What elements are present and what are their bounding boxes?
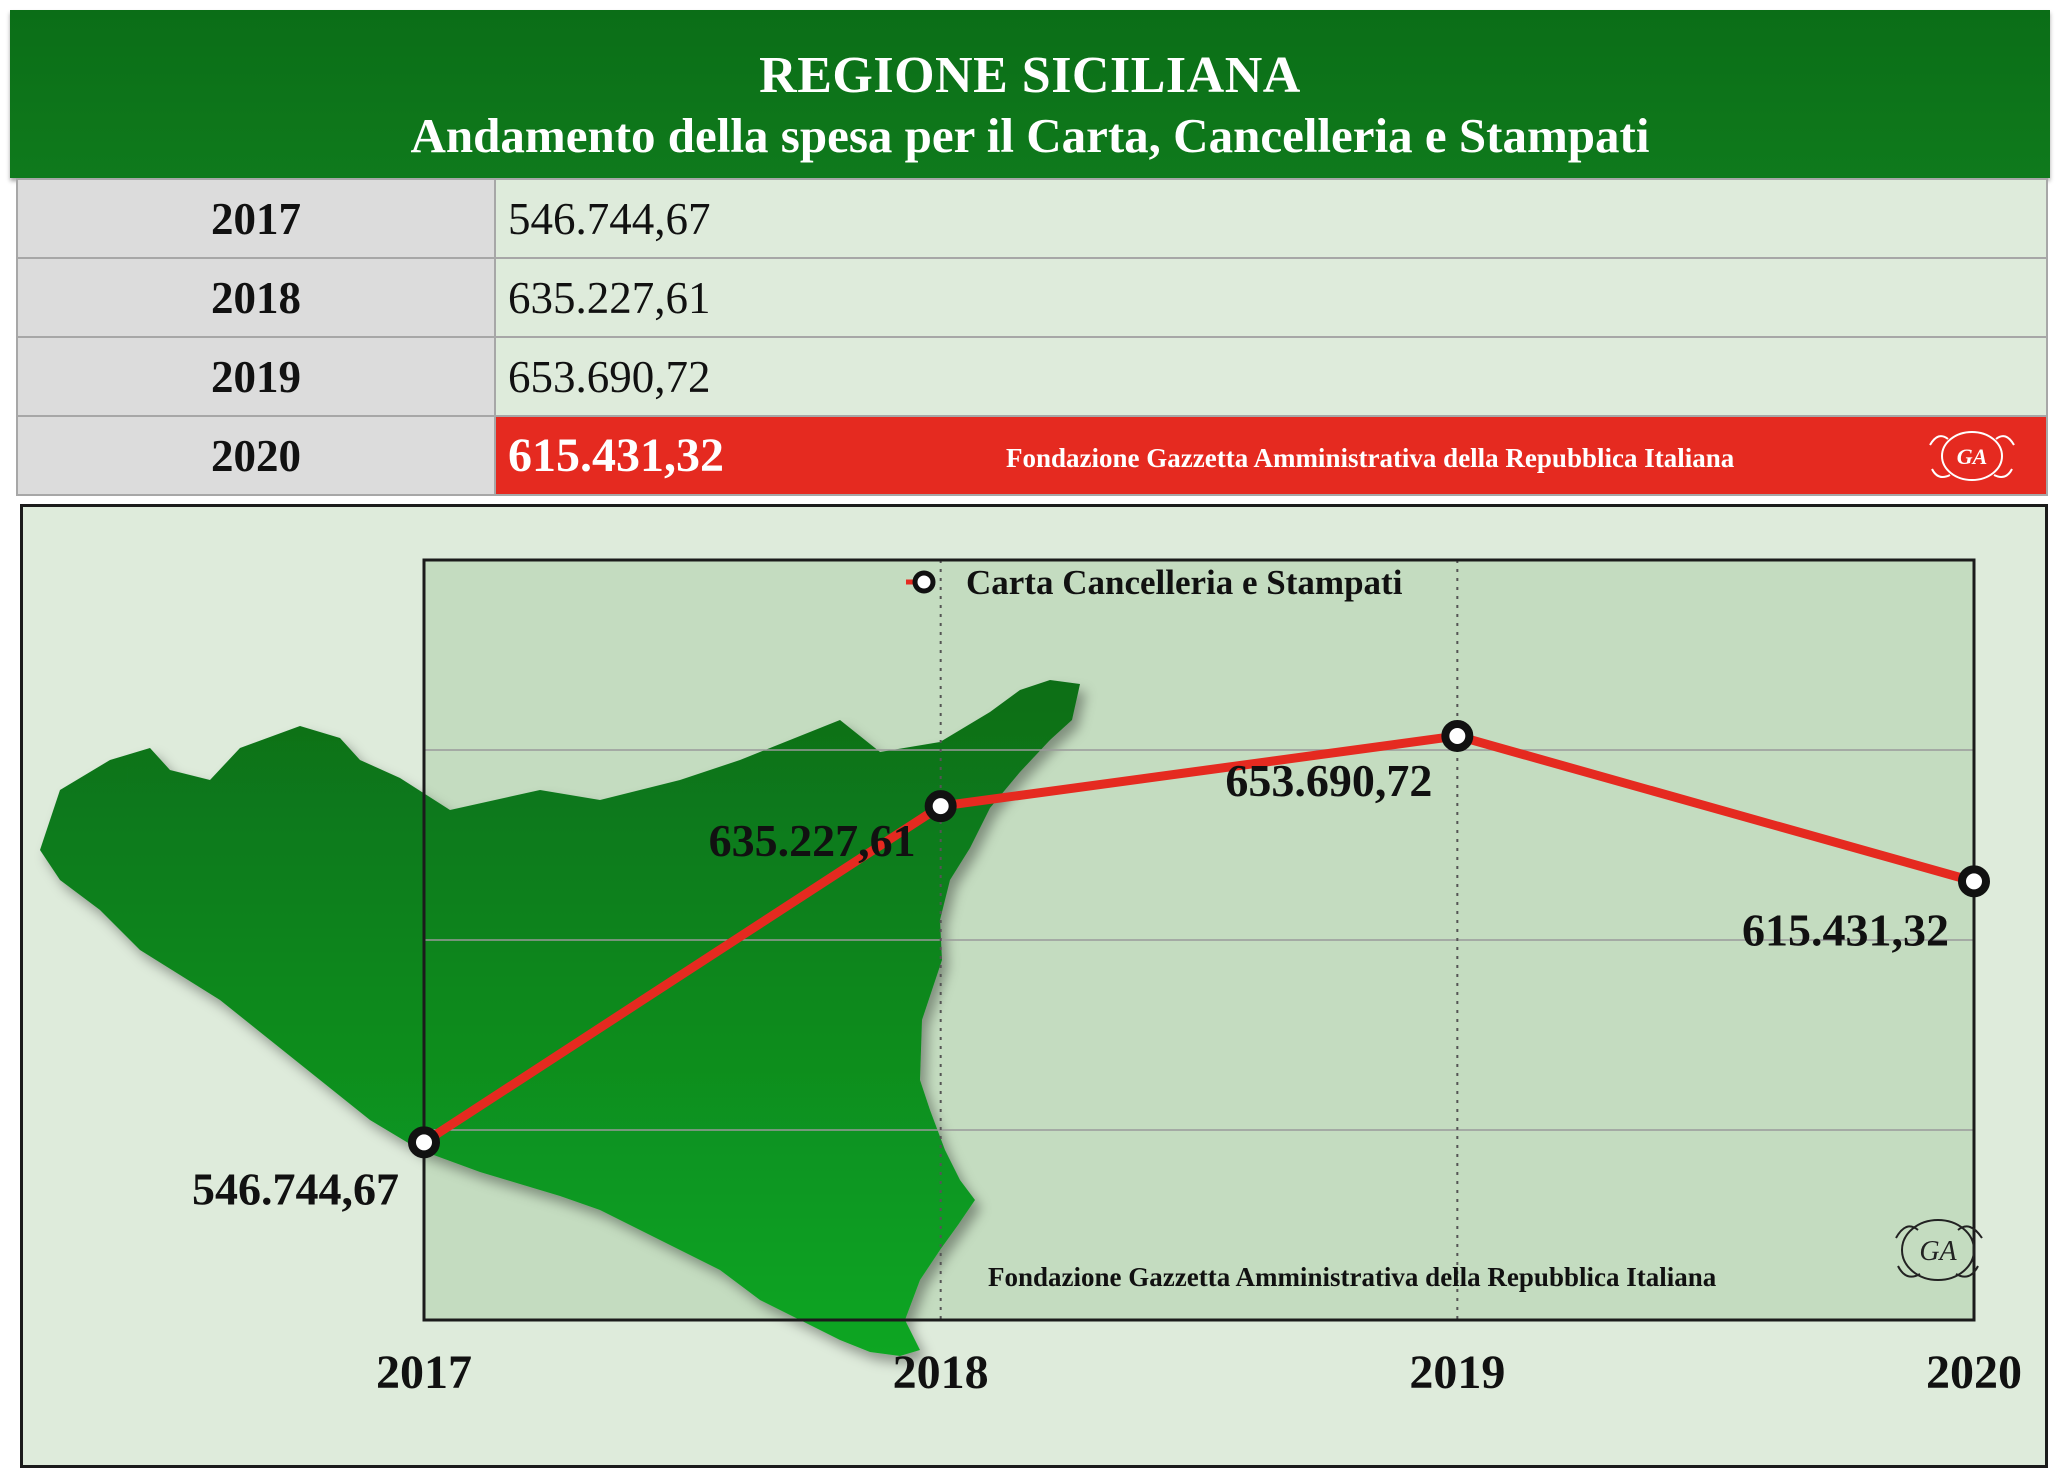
highlight-value: 615.431,32 [508, 429, 724, 482]
legend-label: Carta Cancelleria e Stampati [966, 563, 1403, 602]
row-value-highlight: 615.431,32 Fondazione Gazzetta Amministr… [494, 415, 2048, 496]
grid [424, 560, 1974, 1320]
header-banner: REGIONE SICILIANA Andamento della spesa … [10, 10, 2050, 178]
page-subtitle: Andamento della spesa per il Carta, Canc… [410, 108, 1650, 163]
foundation-annotation: Fondazione Gazzetta Amministrativa della… [988, 1262, 1717, 1292]
svg-text:GA: GA [1957, 444, 1988, 469]
series-carta-cancelleria: 546.744,67 635.227,61 653.690,72 615.431,32 [192, 719, 1990, 1214]
logo-text: GA [1919, 1236, 1957, 1267]
data-label: 615.431,32 [1742, 904, 1949, 955]
spending-table: 2017 546.744,67 2018 635.227,61 2019 653… [16, 178, 2048, 496]
series-line [421, 731, 1976, 1147]
ga-seal-icon: GA [1929, 431, 2015, 481]
data-label: 653.690,72 [1225, 755, 1432, 806]
row-value: 546.744,67 [494, 178, 2048, 259]
row-value: 653.690,72 [494, 336, 2048, 417]
row-value: 635.227,61 [494, 257, 2048, 338]
legend: Carta Cancelleria e Stampati [906, 563, 1403, 602]
sicily-map-icon [40, 680, 1080, 1356]
legend-marker [912, 570, 936, 594]
table-row-highlight: 2020 615.431,32 Fondazione Gazzetta Ammi… [16, 415, 2048, 496]
x-tick-label: 2018 [893, 1346, 989, 1399]
table-row: 2017 546.744,67 [16, 178, 2048, 259]
ga-seal-icon: GA [1895, 1219, 1983, 1281]
table-row: 2018 635.227,61 [16, 257, 2048, 338]
data-point [408, 1126, 440, 1159]
data-point [1958, 865, 1990, 898]
foundation-label: Fondazione Gazzetta Amministrativa della… [1006, 443, 1735, 473]
data-label: 546.744,67 [192, 1163, 399, 1214]
x-tick-label: 2019 [1409, 1346, 1505, 1399]
data-point [924, 790, 957, 823]
table-row: 2019 653.690,72 [16, 336, 2048, 417]
x-tick-label: 2017 [376, 1346, 472, 1399]
data-point [1441, 719, 1474, 752]
row-year: 2018 [16, 257, 496, 338]
plot-frame [422, 558, 1976, 1322]
data-label: 635.227,61 [709, 815, 916, 866]
x-tick-label: 2020 [1926, 1346, 2022, 1399]
row-year: 2017 [16, 178, 496, 259]
page-title: REGIONE SICILIANA [759, 47, 1301, 104]
row-year: 2019 [16, 336, 496, 417]
x-axis: 2017 2018 2019 2020 [376, 1346, 2022, 1399]
row-year: 2020 [16, 415, 496, 496]
